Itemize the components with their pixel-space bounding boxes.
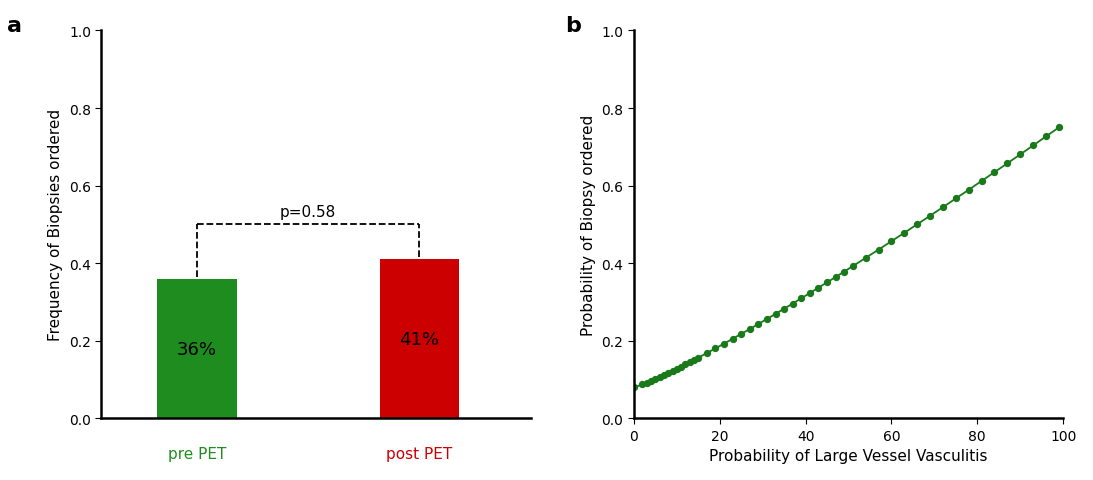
Point [672, 363, 690, 371]
Point [638, 379, 656, 387]
Point [668, 365, 685, 373]
Point [1011, 151, 1029, 159]
Point [857, 254, 874, 262]
Point [681, 359, 698, 366]
Point [801, 289, 819, 297]
Point [741, 325, 759, 333]
Point [698, 349, 716, 357]
Text: post PET: post PET [386, 445, 453, 460]
Point [883, 238, 901, 246]
Y-axis label: Probability of Biopsy ordered: Probability of Biopsy ordered [580, 115, 596, 336]
Point [625, 384, 643, 391]
Point [690, 354, 707, 362]
Point [973, 178, 990, 185]
Text: a: a [7, 16, 22, 36]
Point [921, 213, 939, 220]
Point [775, 305, 792, 313]
Point [935, 204, 952, 212]
Bar [379, 260, 459, 419]
Point [960, 187, 977, 194]
Point [1050, 124, 1068, 132]
Point [659, 369, 677, 377]
Point [895, 229, 913, 237]
Point [707, 345, 725, 352]
Point [835, 268, 853, 276]
Point [647, 375, 665, 383]
Point [634, 381, 651, 388]
Point [870, 246, 888, 254]
Point [767, 311, 785, 318]
X-axis label: Probability of Large Vessel Vasculitis: Probability of Large Vessel Vasculitis [709, 448, 988, 463]
Point [724, 336, 741, 343]
Bar [157, 279, 236, 419]
Point [1037, 133, 1055, 141]
Point [908, 221, 926, 228]
Point [810, 284, 827, 292]
Point [732, 330, 750, 338]
Point [792, 295, 810, 302]
Text: p=0.58: p=0.58 [280, 204, 337, 219]
Point [759, 315, 776, 323]
Point [948, 195, 965, 203]
Text: b: b [565, 16, 581, 36]
Y-axis label: Frequency of Biopsies ordered: Frequency of Biopsies ordered [48, 109, 63, 341]
Point [1024, 143, 1042, 150]
Point [784, 300, 801, 308]
Point [819, 279, 836, 287]
Text: pre PET: pre PET [167, 445, 226, 460]
Point [827, 274, 845, 281]
Point [685, 356, 703, 364]
Point [655, 372, 672, 379]
Point [651, 373, 669, 381]
Text: 36%: 36% [177, 340, 216, 358]
Point [750, 321, 767, 328]
Point [643, 377, 660, 385]
Point [677, 361, 694, 369]
Point [844, 263, 861, 270]
Text: 41%: 41% [399, 330, 439, 348]
Point [663, 367, 681, 375]
Point [986, 169, 1003, 177]
Point [999, 160, 1016, 168]
Point [715, 340, 732, 348]
